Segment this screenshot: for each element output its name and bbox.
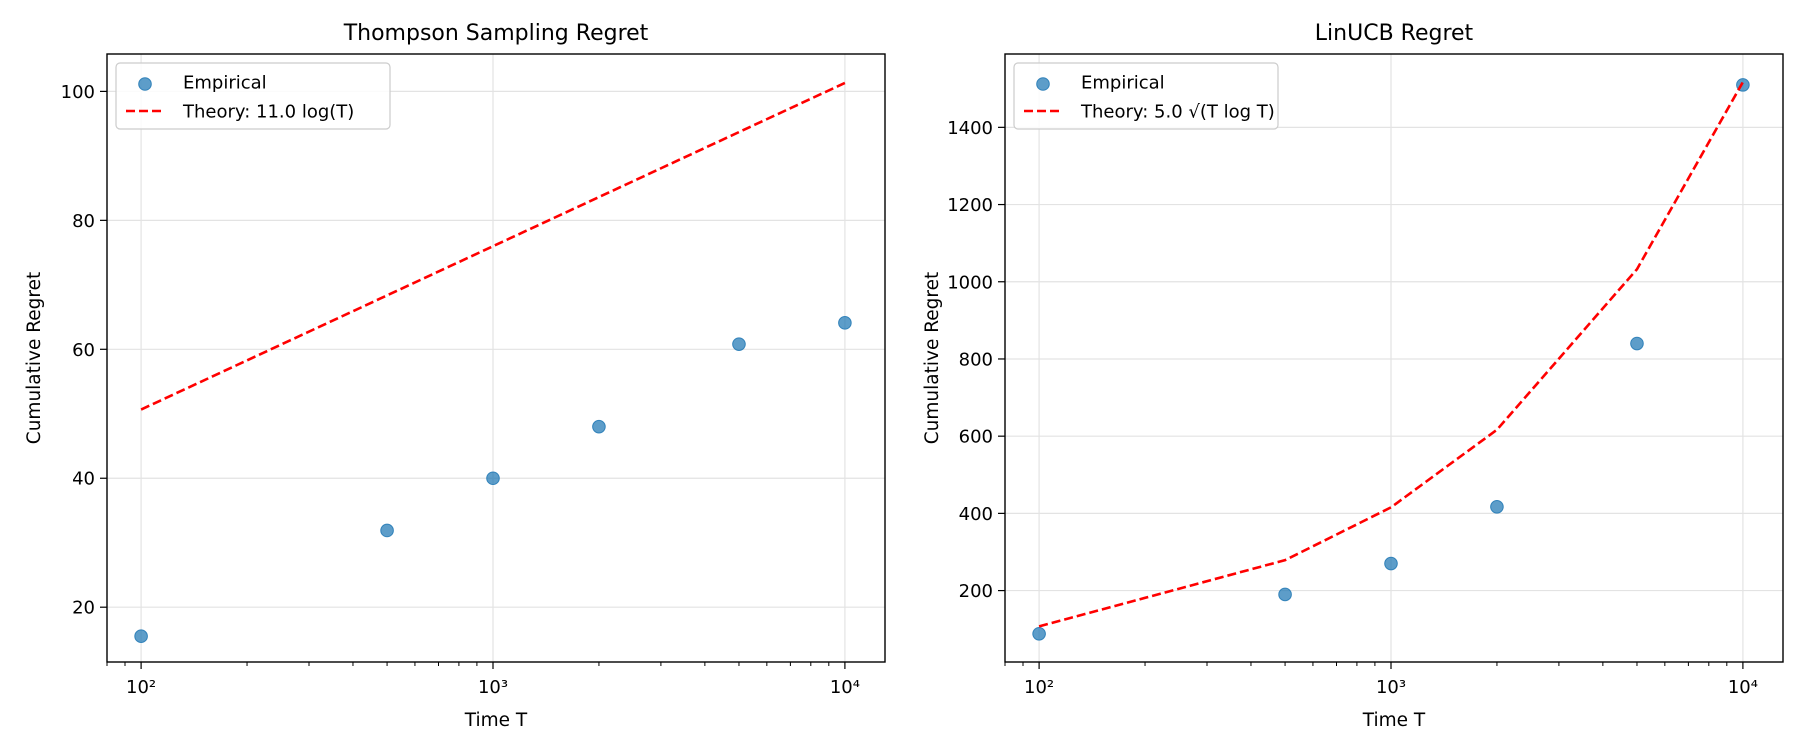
- data-point: [486, 471, 500, 486]
- x-axis-label: Time T: [464, 710, 528, 731]
- axes-frame: [1004, 53, 1784, 663]
- legend-label-empirical: Empirical: [183, 73, 267, 94]
- y-tick-label: 80: [72, 211, 95, 232]
- data-point: [380, 523, 394, 538]
- x-tick-label: 10²: [126, 677, 156, 698]
- data-point: [134, 629, 148, 644]
- x-tick-label: 10³: [478, 677, 508, 698]
- data-point: [1384, 556, 1398, 571]
- x-tick-label: 10³: [1376, 677, 1406, 698]
- legend-label-theory: Theory: 11.0 log(T): [182, 102, 354, 123]
- data-point: [592, 419, 606, 434]
- data-point: [732, 337, 746, 351]
- x-tick-label: 10⁴: [830, 677, 860, 698]
- y-tick-label: 200: [959, 581, 993, 602]
- theory-line: [140, 81, 846, 411]
- legend-frame: [115, 62, 391, 130]
- y-tick-label: 400: [959, 504, 993, 525]
- data-point: [1490, 500, 1504, 514]
- y-tick-label: 1200: [947, 195, 993, 216]
- x-tick-label: 10²: [1024, 677, 1054, 698]
- chart-title: Thompson Sampling Regret: [343, 21, 649, 46]
- y-tick-label: 60: [72, 340, 95, 361]
- x-axis-label: Time T: [1362, 710, 1426, 731]
- legend-marker-empirical: [1036, 77, 1050, 91]
- chart-linucb: 10² 10³ 10⁴ 200 400 600 800 1000 1200 1400 LinUCB …: [922, 21, 1784, 731]
- axes-frame: [106, 53, 886, 663]
- y-tick-label: 600: [959, 427, 993, 448]
- legend: Empirical Theory: 11.0 log(T): [115, 62, 391, 130]
- x-tick-label: 10⁴: [1728, 677, 1758, 698]
- y-tick-label: 1000: [947, 272, 993, 293]
- data-point: [838, 316, 852, 330]
- theory-line: [1038, 81, 1745, 628]
- y-tick-label: 20: [72, 598, 95, 619]
- legend-frame: [1013, 62, 1279, 130]
- data-point: [1630, 336, 1644, 351]
- legend-label-theory: Theory: 5.0 √(T log T): [1080, 102, 1275, 123]
- legend-marker-empirical: [138, 77, 152, 91]
- legend: Empirical Theory: 5.0 √(T log T): [1013, 62, 1279, 130]
- y-tick-label: 800: [959, 349, 993, 370]
- chart-thompson: 10² 10³ 10⁴ 20 40 60 80 100 Thompson Sampling Re…: [24, 21, 886, 731]
- y-tick-label: 1400: [947, 118, 993, 139]
- data-point: [1278, 587, 1292, 602]
- y-tick-label: 100: [61, 82, 95, 103]
- y-axis-label: Cumulative Regret: [24, 272, 45, 444]
- data-point: [1032, 627, 1046, 641]
- chart-title: LinUCB Regret: [1315, 21, 1474, 46]
- y-axis-label: Cumulative Regret: [922, 272, 943, 444]
- legend-label-empirical: Empirical: [1081, 73, 1165, 94]
- y-tick-label: 40: [72, 469, 95, 490]
